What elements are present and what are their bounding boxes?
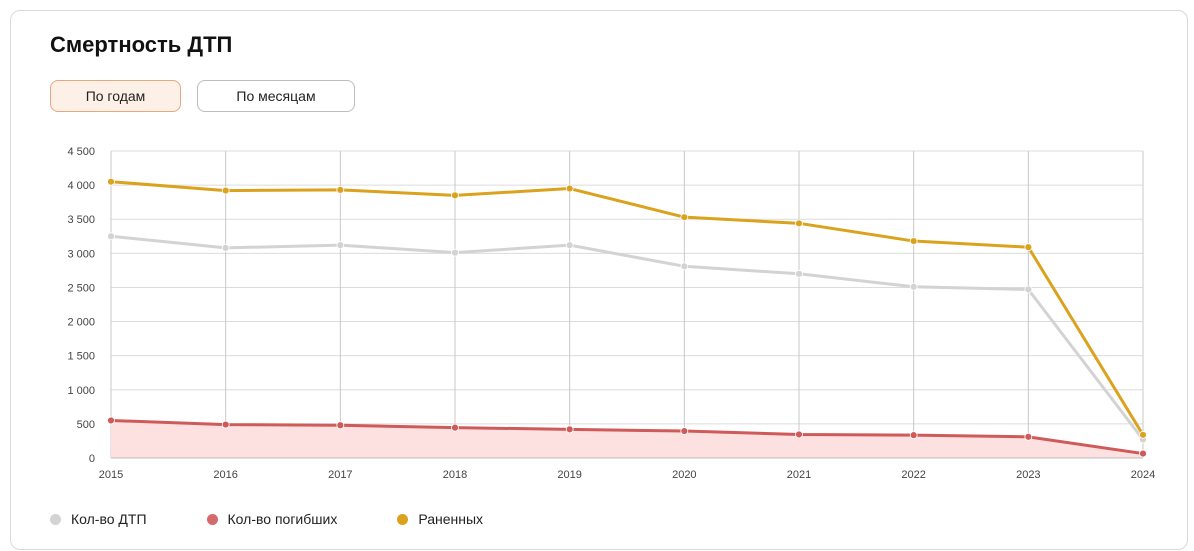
y-tick-label: 4 000 xyxy=(67,180,95,192)
tab-by-years[interactable]: По годам xyxy=(50,80,181,112)
legend-item-accidents[interactable]: Кол-во ДТП xyxy=(50,511,147,527)
y-tick-label: 2 000 xyxy=(67,317,95,329)
data-point-injured xyxy=(107,177,115,186)
data-point-accidents xyxy=(795,269,803,278)
data-point-accidents xyxy=(909,282,918,291)
data-point-injured xyxy=(1024,243,1033,252)
x-tick-label: 2019 xyxy=(557,469,581,481)
series-area-deaths xyxy=(111,420,1143,458)
data-point-deaths xyxy=(221,420,230,429)
y-tick-label: 0 xyxy=(89,453,95,465)
data-point-injured xyxy=(221,186,230,195)
tab-by-months[interactable]: По месяцам xyxy=(197,80,355,112)
x-tick-label: 2015 xyxy=(99,469,123,481)
legend-label-deaths: Кол-во погибших xyxy=(227,511,338,527)
data-point-deaths xyxy=(795,430,803,439)
legend-label-accidents: Кол-во ДТП xyxy=(71,511,147,527)
data-point-accidents xyxy=(1024,285,1033,294)
data-point-deaths xyxy=(1139,449,1147,458)
series-line-accidents xyxy=(110,234,1145,441)
x-tick-label: 2016 xyxy=(213,469,237,481)
chart-legend: Кол-во ДТП Кол-во погибших Раненных xyxy=(50,511,543,527)
x-tick-label: 2021 xyxy=(787,469,811,481)
x-tick-label: 2024 xyxy=(1131,469,1155,481)
x-tick-label: 2020 xyxy=(672,469,696,481)
data-point-injured xyxy=(680,213,689,222)
series-line-injured xyxy=(110,180,1145,436)
y-tick-label: 3 000 xyxy=(67,248,95,260)
data-point-accidents xyxy=(451,248,459,257)
legend-item-deaths[interactable]: Кол-во погибших xyxy=(206,511,338,527)
data-point-accidents xyxy=(107,232,115,241)
y-tick-label: 2 500 xyxy=(67,282,95,294)
data-point-accidents xyxy=(221,243,230,252)
x-tick-label: 2018 xyxy=(443,469,467,481)
data-point-injured xyxy=(1139,430,1147,439)
legend-item-injured[interactable]: Раненных xyxy=(397,511,483,527)
data-point-accidents xyxy=(565,241,574,250)
data-point-injured xyxy=(795,219,803,228)
data-point-accidents xyxy=(336,241,345,250)
data-point-deaths xyxy=(680,427,689,435)
data-point-deaths xyxy=(909,431,918,440)
legend-marker-deaths xyxy=(206,513,218,525)
data-point-injured xyxy=(336,185,345,194)
legend-label-injured: Раненных xyxy=(418,511,484,527)
data-point-deaths xyxy=(336,421,345,430)
y-tick-label: 4 500 xyxy=(67,146,95,158)
legend-marker-injured xyxy=(397,513,409,525)
y-tick-label: 1 000 xyxy=(67,385,95,397)
x-tick-label: 2022 xyxy=(901,469,925,481)
y-tick-label: 500 xyxy=(77,419,95,431)
legend-marker-accidents xyxy=(50,513,61,525)
x-tick-label: 2017 xyxy=(328,469,352,481)
data-point-accidents xyxy=(680,262,689,271)
data-point-injured xyxy=(565,184,574,193)
chart-title: Смертность ДТП xyxy=(50,32,233,57)
x-tick-label: 2023 xyxy=(1016,469,1040,481)
series-line-deaths xyxy=(110,418,1144,456)
y-tick-label: 3 500 xyxy=(67,214,95,226)
data-point-deaths xyxy=(107,416,115,425)
data-point-injured xyxy=(909,237,918,245)
data-point-injured xyxy=(451,191,459,200)
data-point-deaths xyxy=(565,425,574,434)
data-point-deaths xyxy=(451,423,459,432)
y-tick-label: 1 500 xyxy=(67,351,95,363)
data-point-deaths xyxy=(1024,432,1033,441)
